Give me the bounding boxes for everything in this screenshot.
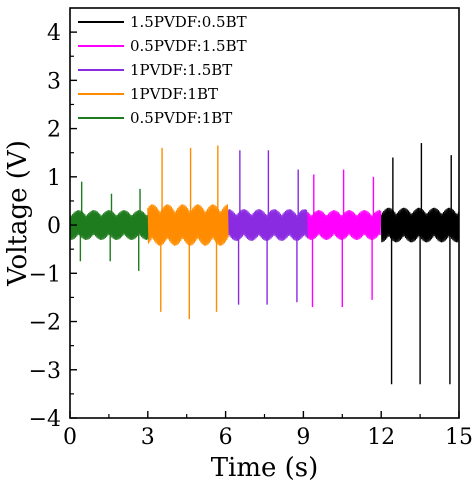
x-tick-label: 0 (63, 425, 77, 450)
x-tick-label: 15 (445, 425, 473, 450)
y-tick-label: 3 (47, 69, 61, 94)
series-line (380, 207, 460, 243)
tick-layer: 0 3 6 9 12 15 4 3 2 1 0 −1 −2 −3 −4 (29, 21, 473, 450)
y-tick-label: −2 (29, 311, 61, 336)
series-layer (69, 143, 460, 385)
y-axis-title: Voltage (V) (3, 140, 33, 287)
legend-label: 1PVDF:1BT (130, 85, 218, 103)
legend-label: 1PVDF:1.5BT (130, 61, 232, 79)
y-tick-label: 2 (47, 118, 61, 143)
legend: 1.5PVDF:0.5BT 0.5PVDF:1.5BT 1PVDF:1.5BT 1PV… (78, 13, 247, 127)
series-line (69, 210, 149, 241)
y-tick-label: −1 (29, 262, 61, 287)
y-tick-label: 4 (47, 21, 61, 46)
x-axis-title: Time (s) (211, 453, 319, 483)
legend-label: 1.5PVDF:0.5BT (130, 13, 247, 31)
legend-label: 0.5PVDF:1BT (130, 109, 232, 127)
y-tick-label: 1 (47, 166, 61, 191)
x-tick-label: 9 (296, 425, 310, 450)
x-tick-label: 3 (141, 425, 155, 450)
y-tick-label: 0 (47, 214, 61, 239)
x-tick-label: 12 (367, 425, 395, 450)
y-tick-label: −4 (29, 407, 61, 432)
legend-label: 0.5PVDF:1.5BT (130, 37, 247, 55)
series-line (306, 210, 382, 241)
y-tick-label: −3 (29, 359, 61, 384)
x-tick-label: 6 (219, 425, 233, 450)
